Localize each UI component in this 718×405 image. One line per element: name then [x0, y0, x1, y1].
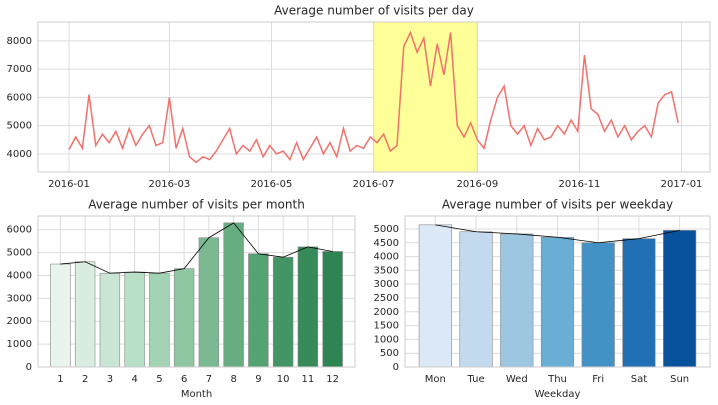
- x-tick-label: 8: [230, 374, 236, 385]
- y-tick-label: 1500: [374, 321, 399, 332]
- chart-title: Average number of visits per day: [274, 4, 474, 18]
- bar: [297, 246, 319, 368]
- x-tick-label: 4: [131, 374, 137, 385]
- x-tick-label: 2016-09: [456, 179, 498, 190]
- x-tick-label: 2: [82, 374, 88, 385]
- x-tick-label: 2016-03: [148, 179, 190, 190]
- x-tick-label: 5: [156, 374, 162, 385]
- x-tick-label: 7: [206, 374, 212, 385]
- x-tick-label: Wed: [506, 374, 528, 385]
- bar: [418, 224, 452, 368]
- y-tick-label: 8000: [7, 36, 32, 47]
- plot-frame: [37, 21, 711, 173]
- bar: [322, 251, 343, 368]
- bar: [459, 231, 493, 368]
- bar: [149, 272, 170, 368]
- y-tick-label: 5000: [7, 121, 32, 132]
- y-tick-label: 7000: [7, 64, 32, 75]
- bar: [663, 230, 697, 368]
- x-tick-label: 2016-11: [559, 179, 601, 190]
- bar: [272, 256, 294, 368]
- x-tick-label: 2016-05: [251, 179, 293, 190]
- chart-title: Average number of visits per weekday: [442, 198, 673, 212]
- x-tick-label: 6: [181, 374, 187, 385]
- y-tick-label: 3500: [374, 265, 399, 276]
- x-tick-label: 10: [277, 374, 290, 385]
- x-tick-label: 2017-01: [661, 179, 703, 190]
- x-tick-label: 9: [255, 374, 261, 385]
- x-tick-label: Fri: [592, 374, 604, 385]
- y-tick-label: 4000: [7, 149, 32, 160]
- x-tick-label: Mon: [425, 374, 446, 385]
- plot-frame: [37, 215, 356, 368]
- y-tick-label: 4500: [374, 238, 399, 249]
- x-axis-label: Weekday: [535, 389, 581, 400]
- x-tick-label: Sun: [670, 374, 689, 385]
- y-tick-label: 3000: [7, 293, 32, 304]
- y-tick-label: 500: [380, 348, 399, 359]
- data-line: [68, 30, 679, 164]
- y-tick-label: 2000: [7, 316, 32, 327]
- bar: [500, 233, 534, 368]
- y-tick-label: 6000: [7, 92, 32, 103]
- bar: [540, 236, 575, 368]
- bar: [99, 272, 121, 368]
- x-tick-label: 2016-01: [48, 179, 90, 190]
- bar: [74, 261, 96, 368]
- y-tick-label: 6000: [7, 225, 32, 236]
- x-tick-label: 12: [326, 374, 339, 385]
- plot-frame: [404, 215, 711, 368]
- y-tick-label: 0: [393, 362, 399, 373]
- y-tick-label: 5000: [7, 248, 32, 259]
- x-tick-label: Thu: [547, 374, 567, 385]
- y-tick-label: 3000: [374, 279, 399, 290]
- y-tick-label: 5000: [374, 224, 399, 235]
- x-tick-label: 3: [107, 374, 113, 385]
- x-tick-label: Tue: [467, 374, 485, 385]
- x-axis-label: Month: [181, 389, 212, 400]
- y-tick-label: 0: [26, 362, 32, 373]
- x-tick-label: Sat: [631, 374, 647, 385]
- overlay-line: [435, 224, 680, 244]
- x-tick-label: 2016-07: [353, 179, 395, 190]
- y-tick-label: 1000: [7, 339, 32, 350]
- bar: [124, 271, 145, 368]
- bar: [622, 238, 656, 368]
- bar: [223, 222, 244, 368]
- bar: [173, 268, 195, 368]
- y-tick-label: 4000: [374, 252, 399, 263]
- bar: [50, 263, 71, 368]
- overlay-line: [60, 222, 333, 274]
- y-tick-label: 4000: [7, 270, 32, 281]
- y-tick-label: 1000: [374, 334, 399, 345]
- y-tick-label: 2500: [374, 293, 399, 304]
- bar: [581, 242, 615, 368]
- x-tick-label: 11: [302, 374, 315, 385]
- x-tick-label: 1: [57, 374, 63, 385]
- chart-title: Average number of visits per month: [88, 198, 305, 212]
- bar: [198, 237, 220, 368]
- bar: [248, 253, 269, 368]
- y-tick-label: 2000: [374, 307, 399, 318]
